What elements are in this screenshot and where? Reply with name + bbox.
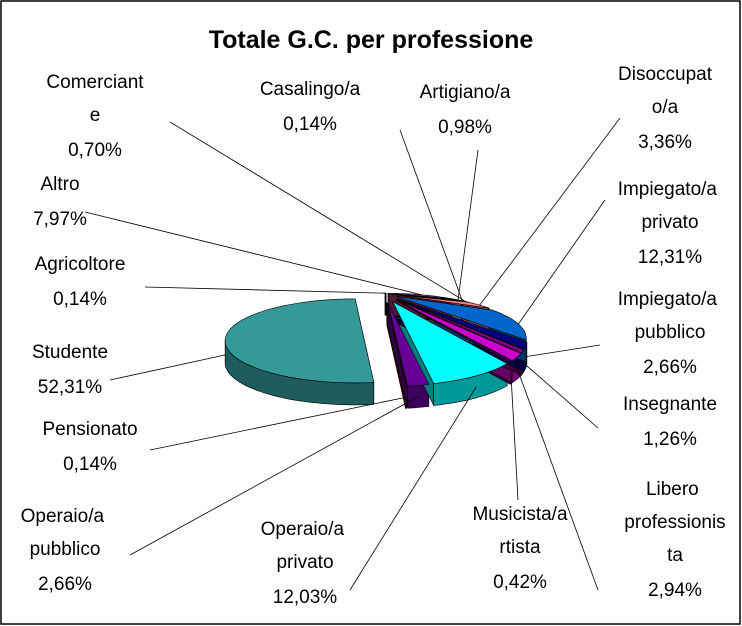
value-label: 2,66% (38, 574, 92, 595)
slice (396, 298, 528, 350)
value-label: 0,98% (438, 117, 492, 138)
value-label: 3,36% (638, 132, 692, 153)
value-label: 0,70% (68, 140, 122, 161)
value-label: 7,97% (33, 209, 87, 230)
slice (395, 299, 513, 363)
slice (396, 296, 527, 341)
category-label: Insegnante (623, 394, 717, 415)
category-label: Impiegato/a privato (618, 179, 723, 233)
category-label: Comerciant e (46, 72, 144, 126)
leader-line (399, 129, 463, 301)
category-label: Operaio/a privato (261, 519, 350, 573)
chart-title: Totale G.C. per professione (209, 26, 534, 54)
value-label: 0,42% (493, 572, 547, 593)
leader-line (169, 121, 466, 302)
leader-line (84, 211, 422, 296)
slice (387, 302, 430, 387)
leader-line (149, 396, 407, 451)
category-label: Impiegato/a pubblico (618, 289, 723, 343)
value-label: 0,14% (283, 114, 337, 135)
value-label: 0,14% (63, 454, 117, 475)
slice (396, 299, 522, 362)
leader-line (144, 286, 386, 294)
value-label: 0,14% (53, 289, 107, 310)
leader-line (510, 372, 519, 501)
value-label: 52,31% (38, 377, 103, 398)
slice (224, 298, 375, 384)
slice (396, 298, 525, 354)
labels: Agricoltore 0,14% Altro 7,97% Artigiano/a 0,9… (21, 64, 726, 608)
value-label: 2,66% (643, 357, 697, 378)
category-label: Studente (32, 342, 108, 363)
leader-line (479, 117, 621, 306)
category-label: Operaio/a pubblico (21, 506, 110, 560)
category-label: Artigiano/a (420, 82, 511, 103)
value-label: 12,31% (638, 247, 703, 268)
slice-side (384, 292, 387, 316)
leader-line (349, 386, 477, 591)
slice (386, 302, 407, 387)
leader-line (516, 368, 599, 591)
slice (392, 300, 508, 384)
category-label: Pensionato (42, 419, 137, 440)
value-label: 12,03% (273, 587, 338, 608)
leader-line (525, 344, 601, 358)
leader-line (457, 149, 479, 300)
value-label: 2,94% (648, 580, 702, 601)
slice-wall (384, 292, 387, 316)
category-label: Disoccupat o/a (618, 64, 713, 118)
category-label: Libero professionis ta (624, 479, 725, 566)
category-label: Agricoltore (35, 254, 126, 275)
leader-line (522, 362, 599, 429)
leader-line (518, 199, 606, 325)
pie (224, 292, 528, 409)
category-label: Casalingo/a (260, 79, 361, 100)
value-label: 1,26% (643, 429, 697, 450)
category-label: Musicista/a rtista (472, 504, 567, 558)
leader-line (109, 354, 226, 381)
leader-line (129, 396, 419, 556)
category-label: Altro (40, 174, 79, 195)
